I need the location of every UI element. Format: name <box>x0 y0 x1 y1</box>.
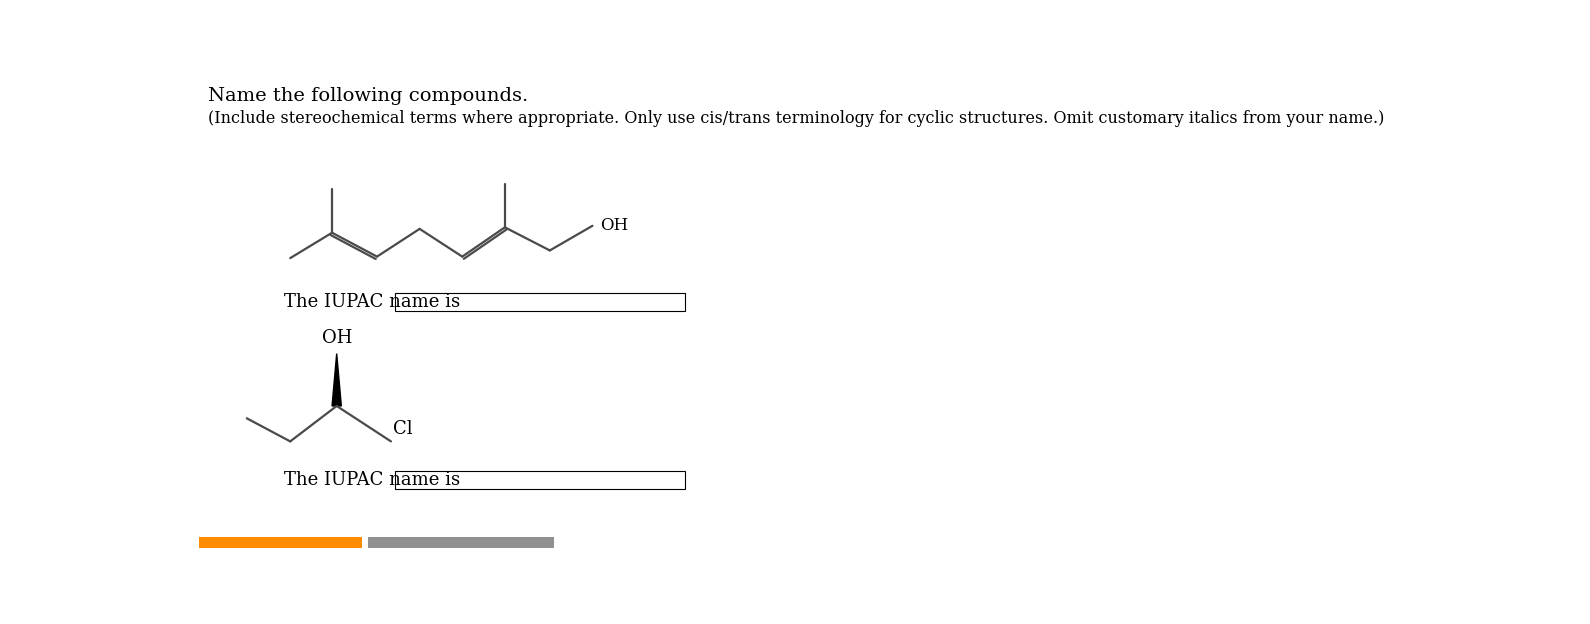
Text: OH: OH <box>599 217 628 234</box>
Bar <box>367 537 553 548</box>
Text: Cl: Cl <box>393 421 412 438</box>
Bar <box>199 537 361 548</box>
Text: The IUPAC name is: The IUPAC name is <box>285 293 460 311</box>
Text: The IUPAC name is: The IUPAC name is <box>285 471 460 489</box>
Text: (Include stereochemical terms where appropriate. Only use cis/trans terminology : (Include stereochemical terms where appr… <box>208 110 1385 127</box>
Text: OH: OH <box>321 329 351 348</box>
Bar <box>394 470 685 489</box>
Polygon shape <box>332 354 342 406</box>
Text: Name the following compounds.: Name the following compounds. <box>208 87 528 105</box>
Bar <box>394 293 685 311</box>
